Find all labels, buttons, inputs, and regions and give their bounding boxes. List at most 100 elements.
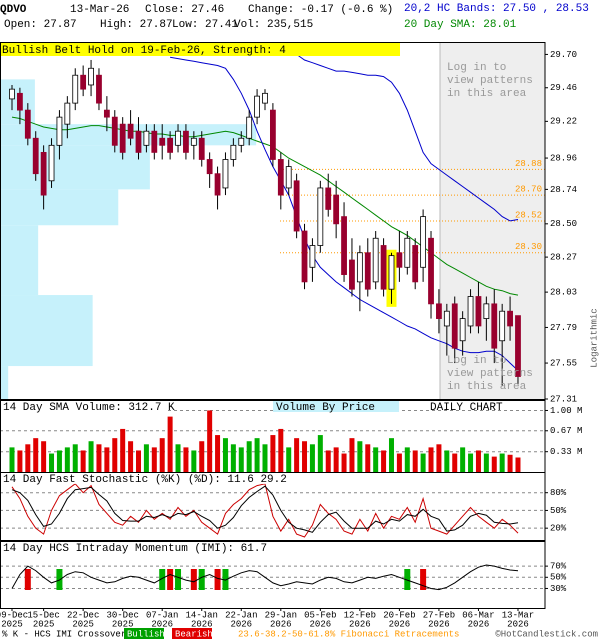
y-tick-label: 29.22	[550, 117, 577, 127]
volume-bar	[167, 416, 173, 472]
volume-bar	[9, 447, 15, 472]
bearish-crossover	[214, 569, 221, 590]
x-tick-label: 09-Dec	[0, 610, 28, 620]
y-tick-label: 27.31	[550, 394, 577, 404]
volume-by-price-bar	[0, 189, 119, 226]
panel	[0, 409, 545, 472]
candle-body	[64, 102, 71, 125]
candle-body	[88, 67, 94, 86]
volume-bar	[475, 450, 481, 472]
x-tick-label: 15-Dec	[27, 610, 59, 620]
volume-bar	[357, 441, 363, 472]
volume-by-price-label: Volume By Price	[276, 402, 375, 414]
volume-bar	[175, 444, 181, 472]
x-tick-year: 2025	[1, 619, 23, 629]
y-tick-label: 0.33 M	[550, 447, 582, 457]
volume-bar	[499, 453, 505, 472]
candle-body	[151, 130, 158, 153]
candle-body	[325, 187, 332, 210]
volume-bar	[381, 450, 387, 472]
candle-body	[17, 92, 23, 111]
bullish-swatch	[124, 628, 164, 639]
candle-body	[420, 216, 427, 268]
candle-body	[341, 216, 347, 275]
x-tick-label: 22-Jan	[225, 610, 257, 620]
footer-bullish: Bullish	[127, 629, 165, 639]
volume-bar	[444, 450, 450, 472]
bearish-crossover	[24, 569, 31, 590]
volume-bar	[396, 453, 402, 472]
volume-bar	[460, 447, 466, 472]
volume-bar	[515, 457, 521, 472]
x-tick-label: 14-Jan	[186, 610, 218, 620]
candle-body	[206, 159, 213, 175]
panel-title: 14 Day SMA Volume: 312.7 K	[3, 402, 175, 414]
volume-bar	[72, 444, 78, 472]
footer-legend: % K - HCS IMI Crossover:	[2, 629, 132, 639]
login-notice: in this area	[447, 88, 527, 100]
bullish-crossover	[175, 569, 182, 590]
bearish-crossover	[190, 569, 197, 590]
x-tick-year: 2025	[72, 619, 94, 629]
volume-bar	[25, 444, 31, 472]
candle-body	[159, 137, 166, 146]
volume-bar	[191, 450, 197, 472]
bullish-crossover	[159, 569, 166, 590]
annotation-banner	[0, 43, 400, 56]
candle-body	[515, 315, 521, 377]
login-notice: in this area	[447, 381, 527, 393]
symbol: QDVO	[0, 4, 27, 16]
panel-title: 14 Day Fast Stochastic (%K) (%D): 11.6 2…	[3, 474, 287, 486]
candle-body	[143, 130, 150, 146]
candle-body	[96, 74, 102, 104]
title-bg	[1, 473, 301, 484]
volume-bar	[317, 435, 323, 472]
volume-bar	[238, 447, 244, 472]
bullish-crossover	[404, 569, 411, 590]
candle-body	[72, 74, 79, 104]
line-series	[170, 56, 519, 371]
volume-bar	[135, 450, 141, 472]
y-tick-label: 29.46	[550, 83, 577, 93]
candle-body	[483, 303, 490, 319]
candle-body	[412, 245, 419, 283]
volume-bar	[341, 453, 347, 472]
login-notice: Log in to	[447, 355, 506, 367]
x-tick-year: 2025	[33, 619, 55, 629]
bands: 20,2 HC Bands: 27.50 , 28.53	[404, 3, 589, 15]
candle-body	[451, 303, 458, 349]
volume-bar	[278, 428, 284, 472]
volume-bar	[112, 438, 118, 472]
y-tick-label: 28.03	[550, 287, 577, 297]
volume-bar	[388, 438, 394, 472]
x-tick-label: 05-Feb	[304, 610, 336, 620]
volume-bar	[404, 447, 410, 472]
volume-bar	[17, 450, 23, 472]
y-tick-label: 27.79	[550, 323, 577, 333]
daily-label: DAILY CHART	[430, 402, 503, 414]
volume-bar	[64, 447, 70, 472]
candle-body	[32, 137, 39, 175]
volume-bar	[222, 438, 228, 472]
footer-copyright: ©HotCandlestick.com	[495, 629, 598, 639]
volume-bar	[230, 444, 236, 472]
volume-by-price-bar	[0, 145, 150, 190]
candle-body	[349, 259, 355, 290]
volume-bar	[333, 447, 339, 472]
volume-bar	[412, 450, 418, 472]
x-tick-year: 2026	[507, 619, 529, 629]
volume: Vol: 235,515	[234, 19, 313, 31]
volume-bar	[56, 450, 62, 472]
volume-bar	[373, 447, 379, 472]
volume-bar	[262, 444, 268, 472]
volume-bar	[420, 453, 426, 472]
y-tick-label: 27.55	[550, 358, 577, 368]
candle-body	[491, 303, 498, 349]
sma: 20 Day SMA: 28.01	[404, 19, 517, 31]
volume-bar	[41, 441, 47, 472]
volume-bar	[254, 438, 260, 472]
bullish-crossover	[222, 569, 229, 590]
volume-bar	[325, 450, 331, 472]
